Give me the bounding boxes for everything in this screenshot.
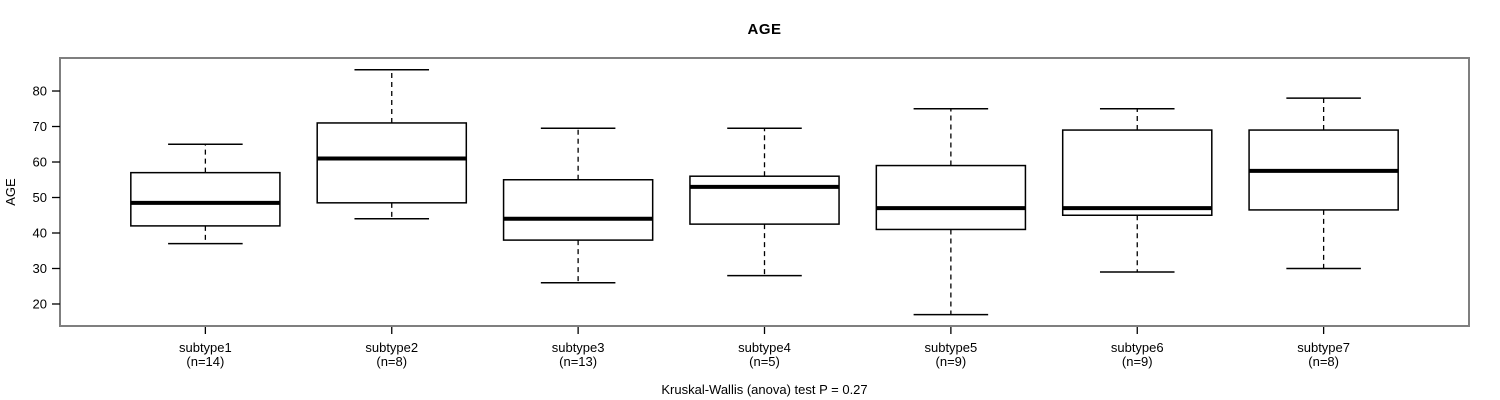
iqr-box <box>689 175 840 225</box>
y-axis: 20 30 40 50 60 70 80 AGE <box>3 84 60 311</box>
y-tick-label: 40 <box>33 225 47 240</box>
boxplot-subtype1: subtype1(n=14) <box>130 143 281 369</box>
y-tick-label: 60 <box>33 155 47 170</box>
boxplot-subtype4: subtype4(n=5) <box>689 127 840 369</box>
y-tick-label: 70 <box>33 119 47 134</box>
group-label: subtype5 <box>924 340 977 355</box>
group-count-label: (n=13) <box>559 354 597 369</box>
group-label: subtype2 <box>365 340 418 355</box>
y-axis-label: AGE <box>3 178 18 206</box>
group-label: subtype6 <box>1111 340 1164 355</box>
group-label: subtype4 <box>738 340 791 355</box>
iqr-box <box>1061 129 1213 217</box>
group-label: subtype1 <box>179 340 232 355</box>
boxplot-subtype5: subtype5(n=9) <box>875 108 1027 369</box>
boxplot-subtype2: subtype2(n=8) <box>316 68 468 369</box>
y-tick-label: 80 <box>33 84 47 99</box>
iqr-box <box>875 164 1027 231</box>
y-tick-label: 30 <box>33 261 47 276</box>
group-count-label: (n=14) <box>186 354 224 369</box>
group-label: subtype7 <box>1297 340 1350 355</box>
group-count-label: (n=9) <box>1122 354 1153 369</box>
kruskal-wallis-note: Kruskal-Wallis (anova) test P = 0.27 <box>661 382 868 397</box>
iqr-box <box>502 179 654 241</box>
iqr-box <box>316 122 468 204</box>
y-tick-label: 20 <box>33 296 47 311</box>
chart-title: AGE <box>747 21 782 38</box>
boxplot-subtype3: subtype3(n=13) <box>502 127 654 369</box>
boxplot-subtype6: subtype6(n=9) <box>1061 108 1213 369</box>
group-count-label: (n=5) <box>749 354 780 369</box>
group-count-label: (n=8) <box>376 354 407 369</box>
y-tick-label: 50 <box>33 190 47 205</box>
group-count-label: (n=8) <box>1308 354 1339 369</box>
iqr-box <box>130 171 281 227</box>
boxplot-subtype7: subtype7(n=8) <box>1248 97 1399 369</box>
plot-frame <box>59 57 1470 327</box>
group-count-label: (n=9) <box>936 354 967 369</box>
group-label: subtype3 <box>552 340 605 355</box>
